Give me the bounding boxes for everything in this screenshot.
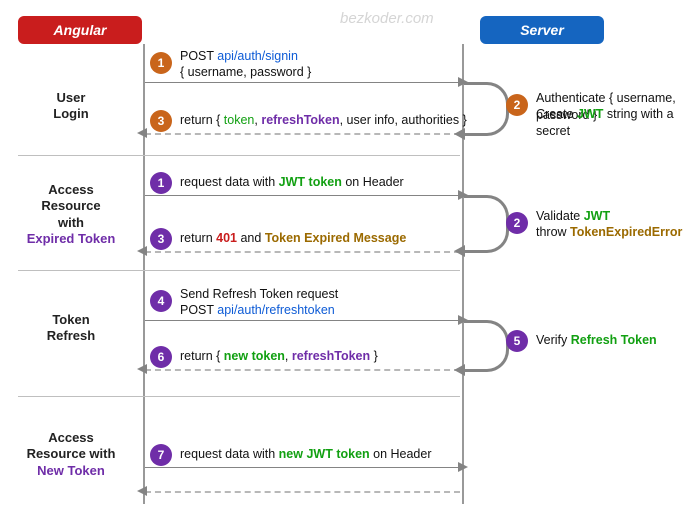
section-label: TokenRefresh xyxy=(6,312,136,345)
step-badge: 6 xyxy=(150,346,172,368)
message-text: POST api/auth/refreshtoken xyxy=(180,302,335,319)
section-divider xyxy=(18,270,460,271)
arrow-head xyxy=(137,486,147,496)
step-badge: 1 xyxy=(150,52,172,74)
section-divider xyxy=(18,396,460,397)
message-text: Validate JWT xyxy=(536,208,610,225)
section-label: AccessResource withNew Token xyxy=(6,430,136,479)
arrow-request xyxy=(145,195,460,196)
step-badge: 4 xyxy=(150,290,172,312)
message-text: Send Refresh Token request xyxy=(180,286,338,303)
arrow-response xyxy=(145,491,460,493)
lifeline-angular xyxy=(143,44,145,504)
arrow-head xyxy=(137,128,147,138)
section-label: UserLogin xyxy=(6,90,136,123)
message-text: request data with new JWT token on Heade… xyxy=(180,446,432,463)
arrow-head xyxy=(137,364,147,374)
message-text: Verify Refresh Token xyxy=(536,332,657,349)
step-badge: 2 xyxy=(506,94,528,116)
self-loop-arrow xyxy=(464,195,509,253)
arrow-request xyxy=(145,320,460,321)
self-loop-arrow xyxy=(464,320,509,372)
message-text: Create JWT string with a secret xyxy=(536,106,700,140)
step-badge: 5 xyxy=(506,330,528,352)
watermark: bezkoder.com xyxy=(340,10,434,27)
step-badge: 7 xyxy=(150,444,172,466)
arrow-head xyxy=(137,246,147,256)
arrow-response xyxy=(145,133,460,135)
sequence-diagram: bezkoder.com Angular Server UserLogin Acc… xyxy=(0,0,700,510)
arrow-response xyxy=(145,251,460,253)
message-text: return { new token, refreshToken } xyxy=(180,348,378,365)
self-loop-arrow xyxy=(464,82,509,136)
message-text: throw TokenExpiredError xyxy=(536,224,682,241)
party-server: Server xyxy=(480,16,604,44)
message-text: return 401 and Token Expired Message xyxy=(180,230,406,247)
step-badge: 3 xyxy=(150,110,172,132)
arrow-request xyxy=(145,82,460,83)
section-label: AccessResourcewithExpired Token xyxy=(6,182,136,247)
step-badge: 2 xyxy=(506,212,528,234)
step-badge: 3 xyxy=(150,228,172,250)
section-divider xyxy=(18,155,460,156)
arrow-request xyxy=(145,467,460,468)
message-text: { username, password } xyxy=(180,64,311,81)
message-text: request data with JWT token on Header xyxy=(180,174,404,191)
message-text: return { token, refreshToken, user info,… xyxy=(180,112,467,129)
arrow-head xyxy=(458,462,468,472)
message-text: POST api/auth/signin xyxy=(180,48,298,65)
step-badge: 1 xyxy=(150,172,172,194)
party-angular: Angular xyxy=(18,16,142,44)
arrow-response xyxy=(145,369,460,371)
